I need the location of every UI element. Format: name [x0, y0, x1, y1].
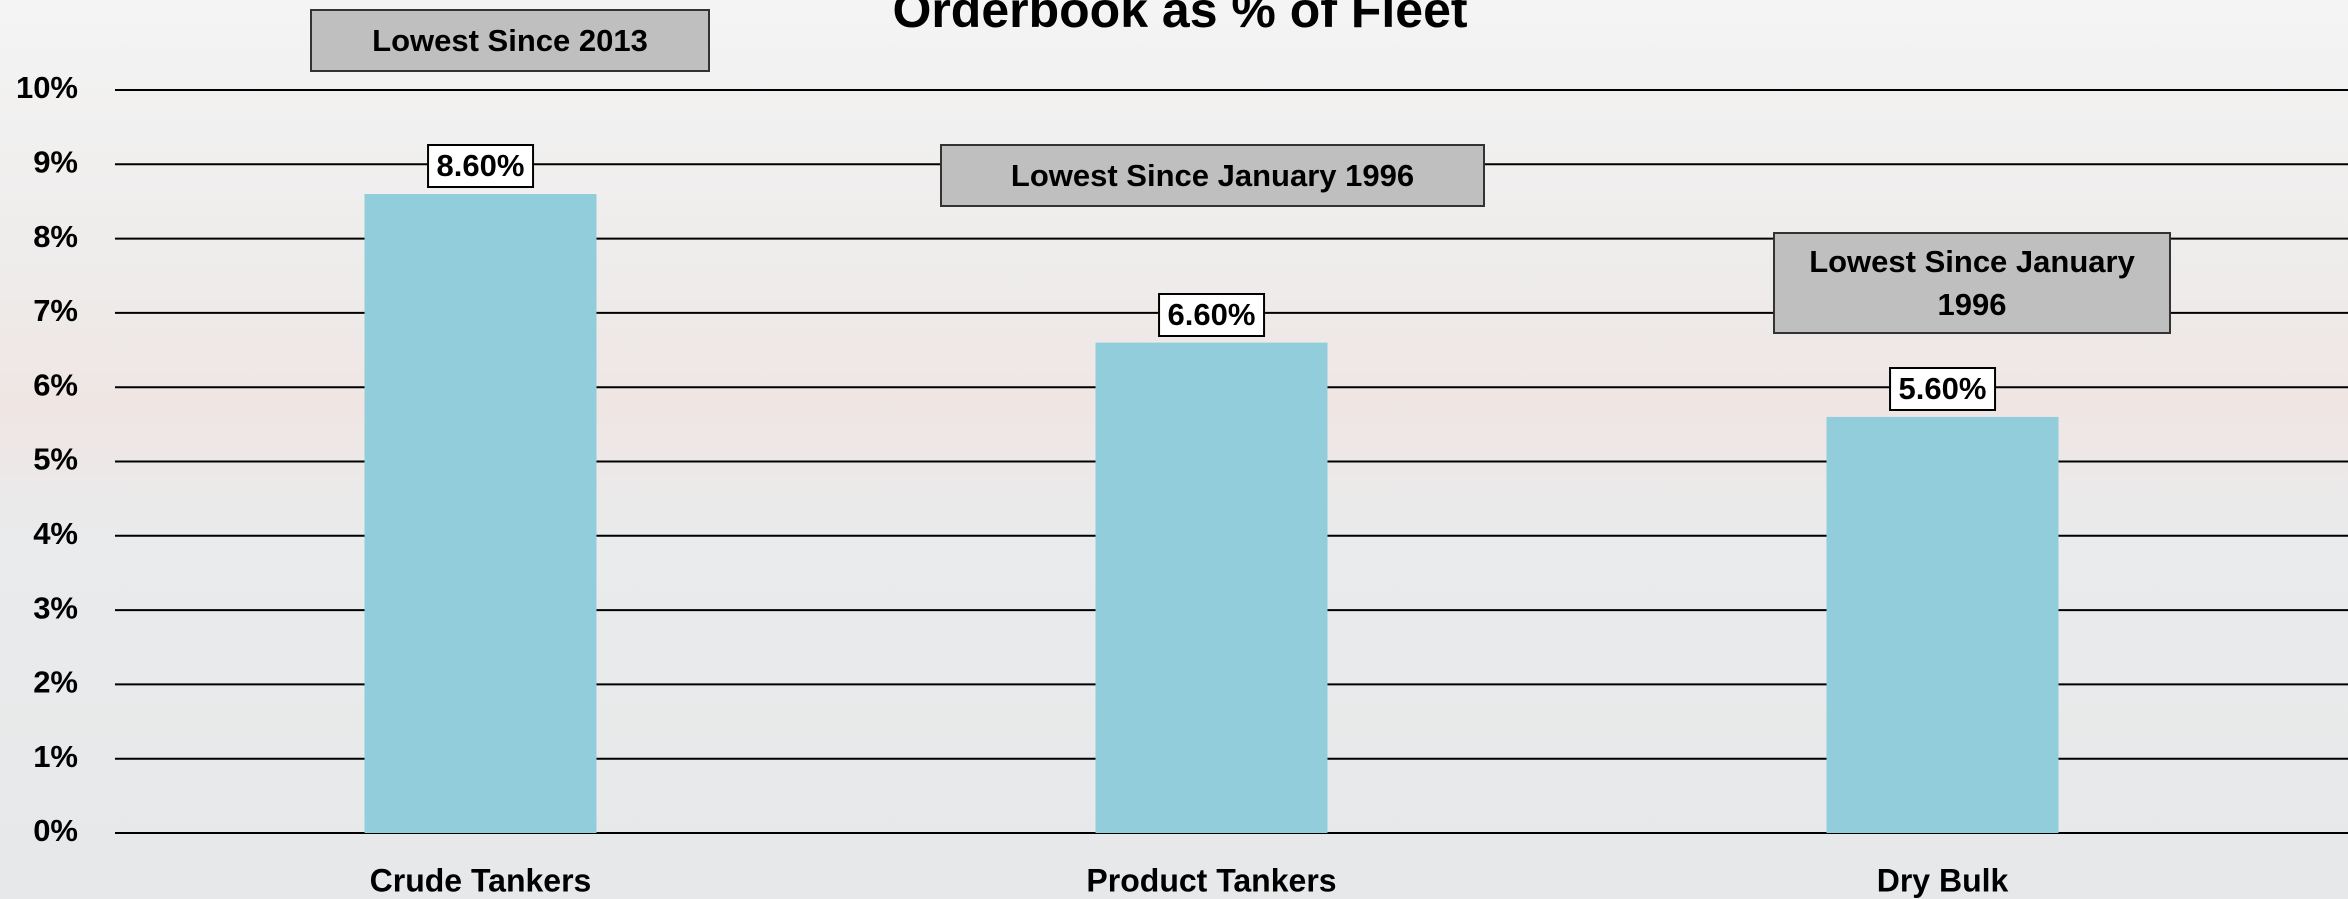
x-tick-label: Product Tankers	[1086, 862, 1336, 898]
annotation: Lowest Since 2013	[310, 9, 710, 72]
y-tick-label: 2%	[33, 665, 78, 700]
x-tick-label: Crude Tankers	[370, 862, 592, 898]
x-tick-label: Dry Bulk	[1877, 862, 2009, 898]
y-tick-label: 4%	[33, 516, 78, 551]
annotation: Lowest Since January 1996	[940, 144, 1485, 207]
y-tick-label: 1%	[33, 739, 78, 774]
value-label: 5.60%	[1888, 366, 1997, 411]
annotation: Lowest Since January 1996	[1773, 232, 2171, 334]
y-tick-label: 10%	[16, 70, 78, 105]
chart-title: Orderbook as % of Fleet	[892, 0, 1467, 38]
value-label: 8.60%	[426, 144, 535, 189]
y-tick-label: 8%	[33, 219, 78, 254]
y-tick-label: 5%	[33, 442, 78, 477]
bar	[1095, 342, 1328, 833]
y-tick-label: 0%	[33, 813, 78, 848]
value-label: 6.60%	[1157, 292, 1266, 337]
y-tick-label: 7%	[33, 293, 78, 328]
bar	[1826, 416, 2059, 833]
y-tick-label: 9%	[33, 144, 78, 179]
y-tick-label: 3%	[33, 590, 78, 625]
y-tick-label: 6%	[33, 367, 78, 402]
bar	[364, 194, 597, 833]
